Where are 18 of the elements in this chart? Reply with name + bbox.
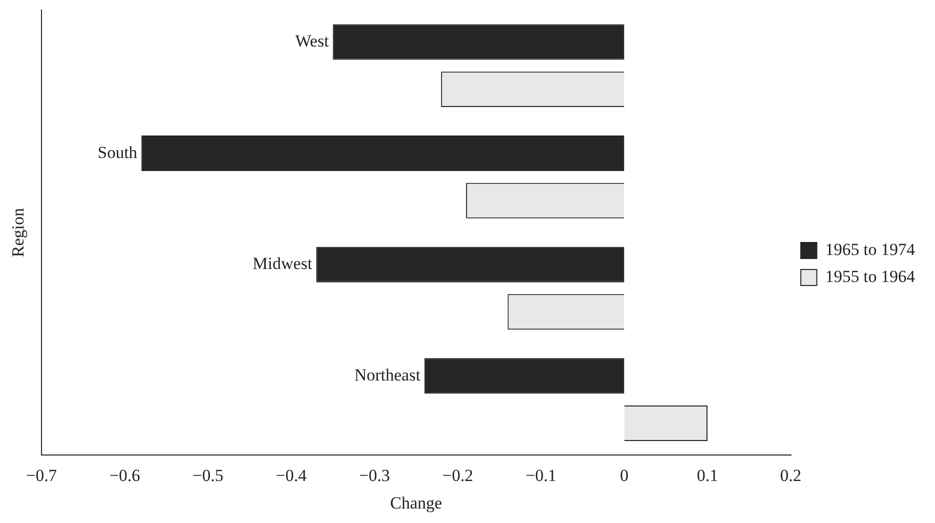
legend-label: 1965 to 1974	[825, 240, 916, 259]
x-tick-label: −0.2	[442, 466, 474, 485]
y-tick-label: Northeast	[354, 365, 421, 384]
x-tick-label: −0.6	[109, 466, 140, 485]
x-tick-label: −0.5	[192, 466, 224, 485]
x-tick-label: −0.7	[26, 466, 58, 485]
y-tick-label: South	[98, 142, 138, 162]
x-tick-label: −0.1	[526, 466, 556, 485]
x-tick-label: 0	[620, 466, 628, 485]
x-tick-label: −0.4	[276, 466, 308, 485]
legend-label: 1955 to 1964	[825, 266, 916, 286]
x-axis-title: Change	[390, 493, 442, 512]
y-tick-label: Midwest	[252, 254, 312, 274]
x-tick-label: 0.1	[696, 466, 718, 485]
y-axis-title: Region	[8, 208, 28, 258]
y-tick-label: West	[295, 31, 330, 50]
x-tick-label: 0.2	[780, 466, 802, 485]
x-tick-label: −0.3	[359, 466, 390, 485]
